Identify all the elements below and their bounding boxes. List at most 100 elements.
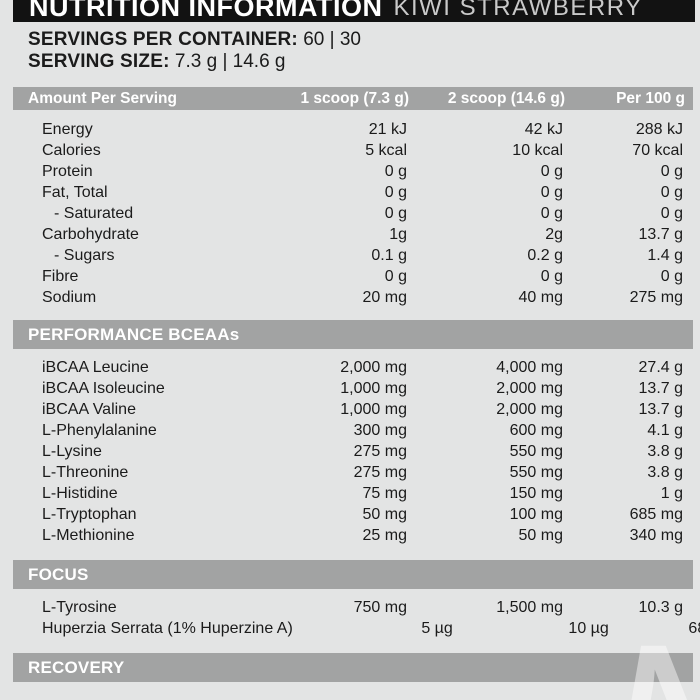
serving-info: SERVINGS PER CONTAINER: 60 | 30 SERVING … bbox=[0, 22, 700, 73]
table-row: L-Lysine 275 mg 550 mg 3.8 g bbox=[0, 441, 700, 462]
row-value: 0 g bbox=[660, 184, 683, 201]
row-value: 3.8 g bbox=[647, 443, 683, 460]
section-rows: L-Tyrosine 750 mg 1,500 mg 10.3 g Huperzia S… bbox=[0, 589, 700, 653]
row-value: 2,000 mg bbox=[496, 380, 563, 397]
row-value: 550 mg bbox=[509, 443, 563, 460]
row-value: 340 mg bbox=[629, 527, 683, 544]
row-value: 75 mg bbox=[362, 485, 407, 502]
row-label: iBCAA Valine bbox=[42, 401, 136, 418]
table-row: L-Histidine 75 mg 150 mg 1 g bbox=[0, 483, 700, 504]
row-label: Protein bbox=[42, 163, 93, 180]
row-value: 50 mg bbox=[362, 506, 407, 523]
row-value: 4.1 g bbox=[647, 422, 683, 439]
servings-per-container-value: 60 | 30 bbox=[303, 29, 361, 50]
row-value: 685 mg bbox=[629, 506, 683, 523]
row-label: Calories bbox=[42, 142, 101, 159]
row-value: 70 kcal bbox=[632, 142, 683, 159]
title-bar: NUTRITION INFORMATION KIWI STRAWBERRY bbox=[13, 0, 695, 22]
row-label: Carbohydrate bbox=[42, 226, 139, 243]
row-value: 300 mg bbox=[353, 422, 407, 439]
row-value: 1g bbox=[389, 226, 407, 243]
section-rows: Energy 21 kJ 42 kJ 288 kJ Calories 5 kcal 10 k… bbox=[0, 110, 700, 320]
serving-size-line: SERVING SIZE: 7.3 g | 14.6 g bbox=[28, 51, 700, 73]
row-label: Fat, Total bbox=[42, 184, 108, 201]
column-header-3: Per 100 g bbox=[616, 89, 685, 107]
table-row: Sodium 20 mg 40 mg 275 mg bbox=[0, 287, 700, 308]
row-label: L-Lysine bbox=[42, 443, 102, 460]
table-row: Energy 21 kJ 42 kJ 288 kJ bbox=[0, 119, 700, 140]
table-row: iBCAA Isoleucine 1,000 mg 2,000 mg 13.7 g bbox=[0, 378, 700, 399]
table-row: Carbohydrate 1g 2g 13.7 g bbox=[0, 224, 700, 245]
table-row: iBCAA Leucine 2,000 mg 4,000 mg 27.4 g bbox=[0, 357, 700, 378]
row-label: L-Tryptophan bbox=[42, 506, 137, 523]
serving-size-label: SERVING SIZE: bbox=[28, 51, 170, 72]
serving-size-value: 7.3 g | 14.6 g bbox=[174, 51, 286, 72]
column-header-2: 2 scoop (14.6 g) bbox=[447, 89, 565, 107]
row-value: 275 mg bbox=[629, 289, 683, 306]
row-value: 275 mg bbox=[353, 443, 407, 460]
table-header: Amount Per Serving 1 scoop (7.3 g) 2 scoop… bbox=[13, 87, 693, 110]
servings-per-container-label: SERVINGS PER CONTAINER: bbox=[28, 29, 298, 50]
section-rows bbox=[0, 682, 700, 700]
row-value: 1,500 mg bbox=[496, 599, 563, 616]
row-value: 2,000 mg bbox=[496, 401, 563, 418]
row-value: 0 g bbox=[660, 268, 683, 285]
flavor-name: KIWI STRAWBERRY bbox=[393, 0, 643, 21]
row-value: 1.4 g bbox=[647, 247, 683, 264]
row-value: 4,000 mg bbox=[496, 359, 563, 376]
row-value: 50 mg bbox=[518, 527, 563, 544]
row-value: 0 g bbox=[660, 205, 683, 222]
row-label: Fibre bbox=[42, 268, 79, 285]
row-label: - Sugars bbox=[54, 247, 115, 264]
row-label: L-Tyrosine bbox=[42, 599, 117, 616]
row-value: 0 g bbox=[540, 205, 563, 222]
row-value: 27.4 g bbox=[638, 359, 683, 376]
table-row: L-Threonine 275 mg 550 mg 3.8 g bbox=[0, 462, 700, 483]
row-value: 13.7 g bbox=[638, 380, 683, 397]
row-label: Energy bbox=[42, 121, 93, 138]
table-row: L-Methionine 25 mg 50 mg 340 mg bbox=[0, 525, 700, 546]
row-value: 10.3 g bbox=[638, 599, 683, 616]
row-value: 0 g bbox=[384, 184, 407, 201]
servings-per-container-line: SERVINGS PER CONTAINER: 60 | 30 bbox=[28, 29, 700, 51]
row-value: 1,000 mg bbox=[340, 380, 407, 397]
row-label: iBCAA Leucine bbox=[42, 359, 149, 376]
section-rows: iBCAA Leucine 2,000 mg 4,000 mg 27.4 g iBCAA… bbox=[0, 349, 700, 560]
row-value: 550 mg bbox=[509, 464, 563, 481]
row-value: 0.1 g bbox=[371, 247, 407, 264]
table-row: Protein 0 g 0 g 0 g bbox=[0, 161, 700, 182]
row-value: 0 g bbox=[384, 163, 407, 180]
column-header-0: Amount Per Serving bbox=[28, 89, 177, 107]
table-row: Calories 5 kcal 10 kcal 70 kcal bbox=[0, 140, 700, 161]
row-value: 25 mg bbox=[362, 527, 407, 544]
table-row: L-Tyrosine 750 mg 1,500 mg 10.3 g bbox=[0, 597, 700, 618]
row-value: 150 mg bbox=[509, 485, 563, 502]
row-value: 1 g bbox=[660, 485, 683, 502]
row-label: L-Threonine bbox=[42, 464, 129, 481]
row-value: 288 kJ bbox=[635, 121, 683, 138]
row-value: 2,000 mg bbox=[340, 359, 407, 376]
row-value: 275 mg bbox=[353, 464, 407, 481]
row-value: 13.7 g bbox=[638, 401, 683, 418]
table-row: - Saturated 0 g 0 g 0 g bbox=[0, 203, 700, 224]
row-value: 3.8 g bbox=[647, 464, 683, 481]
row-value: 42 kJ bbox=[524, 121, 563, 138]
table-row: L-Tryptophan 50 mg 100 mg 685 mg bbox=[0, 504, 700, 525]
row-value: 68 µg bbox=[688, 620, 700, 637]
section-heading-focus: FOCUS bbox=[13, 560, 693, 589]
row-label: L-Histidine bbox=[42, 485, 118, 502]
row-value: 20 mg bbox=[362, 289, 407, 306]
row-value: 40 mg bbox=[518, 289, 563, 306]
row-label: L-Methionine bbox=[42, 527, 135, 544]
row-label: L-Phenylalanine bbox=[42, 422, 157, 439]
row-label: iBCAA Isoleucine bbox=[42, 380, 165, 397]
row-value: 13.7 g bbox=[638, 226, 683, 243]
table-row: L-Phenylalanine 300 mg 600 mg 4.1 g bbox=[0, 420, 700, 441]
panel-title: NUTRITION INFORMATION bbox=[29, 0, 383, 22]
row-value: 5 µg bbox=[421, 620, 453, 637]
row-value: 0.2 g bbox=[527, 247, 563, 264]
row-value: 0 g bbox=[540, 163, 563, 180]
section-heading-recovery: RECOVERY bbox=[13, 653, 693, 682]
table-row: Fat, Total 0 g 0 g 0 g bbox=[0, 182, 700, 203]
